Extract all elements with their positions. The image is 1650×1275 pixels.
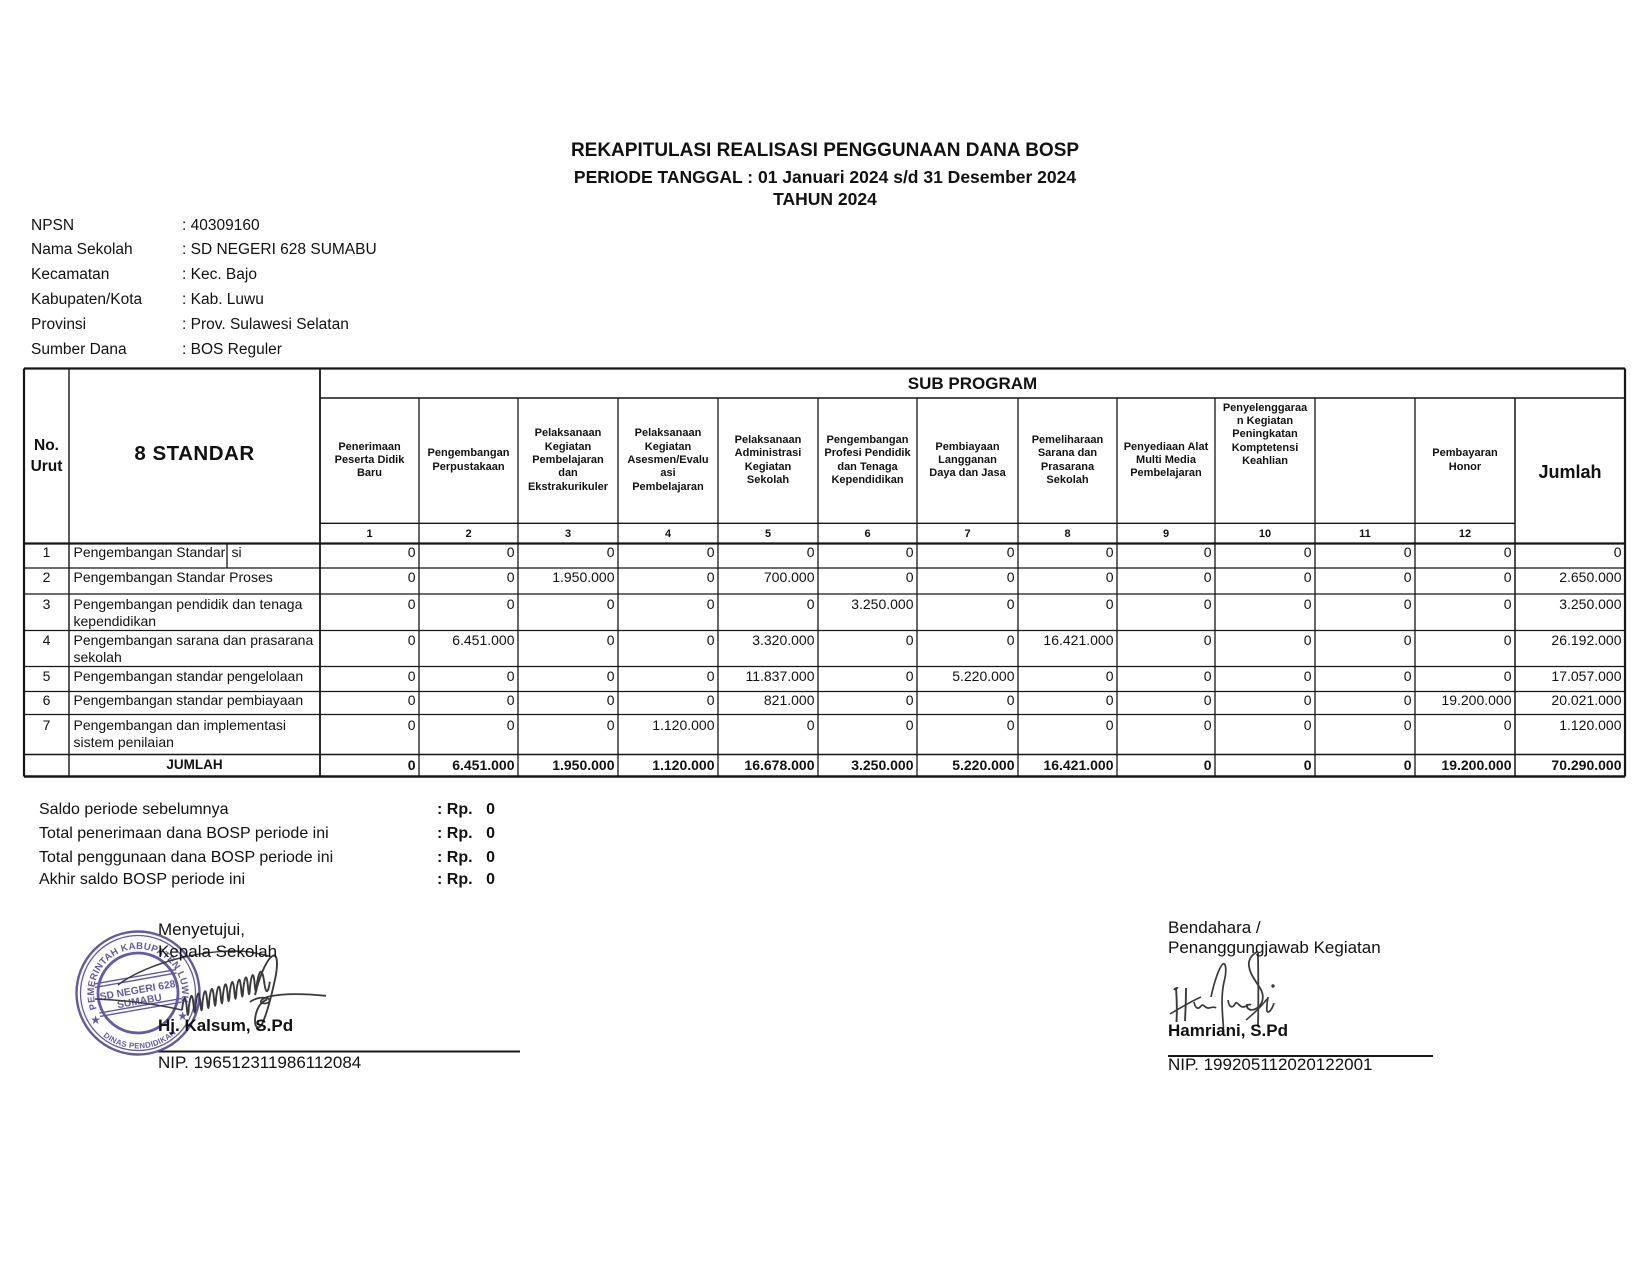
svg-text:★: ★ <box>90 1013 101 1027</box>
svg-text:★: ★ <box>177 1009 188 1023</box>
